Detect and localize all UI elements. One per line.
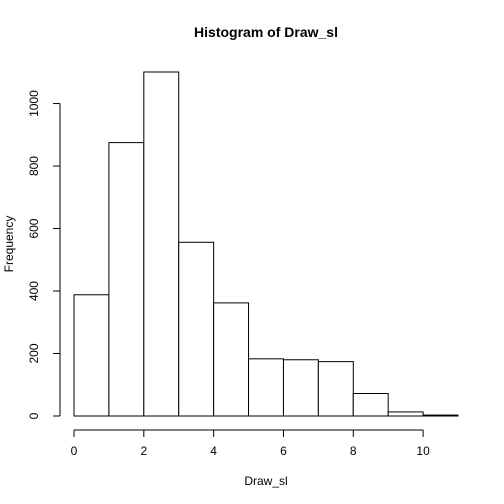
histogram-bar: [248, 358, 284, 417]
histogram-bar: [387, 411, 424, 417]
x-tick-label: 2: [140, 444, 147, 458]
x-axis: 0 2 4 6 8 10: [71, 429, 430, 458]
y-tick-label: 1000: [27, 90, 41, 117]
y-tick-label: 400: [27, 281, 41, 301]
histogram-bar: [317, 361, 354, 417]
histogram-bar: [143, 71, 180, 417]
bars-group: [73, 71, 459, 417]
x-tick-label: 0: [71, 444, 78, 458]
x-tick-label: 4: [210, 444, 217, 458]
histogram-bar: [352, 393, 389, 417]
x-axis-label: Draw_sl: [244, 474, 287, 488]
x-tick-label: 6: [280, 444, 287, 458]
x-tick-label: 8: [350, 444, 357, 458]
y-tick-label: 800: [27, 156, 41, 176]
x-tick-label: 10: [416, 444, 430, 458]
histogram-bar: [178, 241, 215, 417]
y-axis-label: Frequency: [2, 216, 16, 273]
y-tick-label: 600: [27, 218, 41, 238]
y-tick-label: 200: [27, 343, 41, 363]
histogram-bar: [282, 359, 319, 417]
y-tick-label: 0: [27, 412, 41, 419]
histogram-bar: [213, 302, 250, 417]
histogram-bar: [422, 414, 459, 417]
histogram-bar: [108, 142, 145, 417]
chart-title: Histogram of Draw_sl: [194, 24, 338, 40]
histogram-bar: [73, 294, 110, 417]
y-axis: 0 200 400 600 800 1000: [27, 90, 61, 419]
